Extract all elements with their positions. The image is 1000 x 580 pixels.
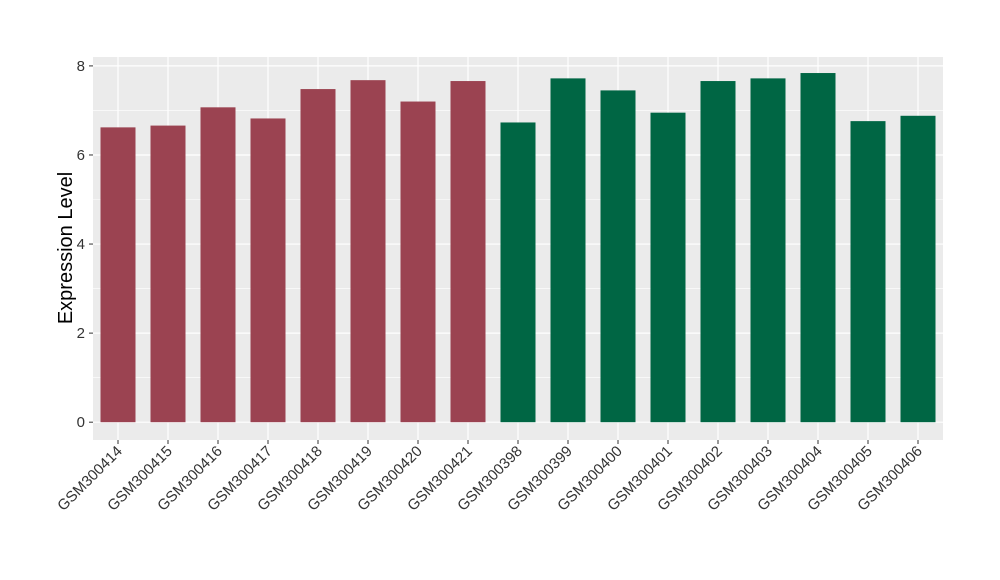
bar-GSM300419 [350,80,386,423]
bar-GSM300399 [550,78,586,423]
y-axis: 0 2 4 6 8 [77,58,93,431]
bar-GSM300417 [250,118,286,423]
bar-GSM300400 [600,90,636,423]
bar-GSM300398 [500,122,536,423]
y-tick-label: 0 [77,414,85,431]
y-tick-label: 8 [77,58,85,75]
x-axis: GSM300414GSM300415GSM300416GSM300417GSM3… [54,440,926,514]
bar-GSM300406 [900,115,936,423]
bar-GSM300401 [650,112,686,423]
bar-GSM300415 [150,125,186,423]
y-tick-label: 4 [77,236,85,253]
bar-GSM300404 [800,73,836,423]
bar-GSM300414 [100,127,136,423]
bar-GSM300418 [300,89,336,423]
y-tick-label: 6 [77,147,85,164]
bar-GSM300403 [750,78,786,423]
bar-GSM300416 [200,107,236,423]
y-tick-label: 2 [77,325,85,342]
bar-GSM300420 [400,101,436,423]
y-axis-title: Expression Level [55,172,77,324]
bars [100,73,936,423]
bar-GSM300421 [450,81,486,423]
bar-GSM300402 [700,81,736,423]
bar-GSM300405 [850,121,886,423]
